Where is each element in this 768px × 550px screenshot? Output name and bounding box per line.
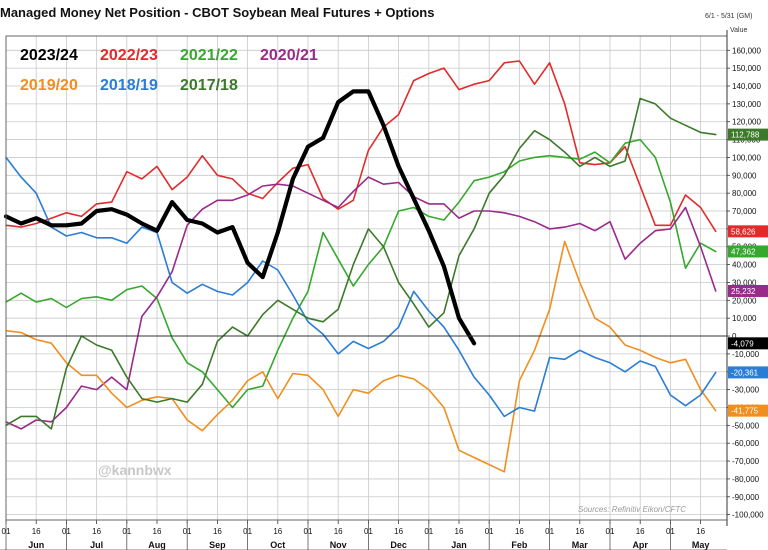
y-tick-label: 40,000 xyxy=(732,261,757,270)
x-tick-label: 16 xyxy=(455,527,464,536)
x-tick-label: 16 xyxy=(273,527,282,536)
end-value-tag-text: 47,362 xyxy=(731,247,756,256)
month-label: Feb xyxy=(511,540,528,550)
x-tick-label: 16 xyxy=(696,527,705,536)
month-label: Dec xyxy=(390,540,407,550)
y-tick-label: 150,000 xyxy=(732,64,761,73)
month-label: Jul xyxy=(90,540,103,550)
legend-entry-2021-22: 2021/22 xyxy=(180,47,238,64)
y-tick-label: 90,000 xyxy=(732,171,757,180)
y-tick-label: 70,000 xyxy=(732,207,757,216)
y-tick-label: 0 xyxy=(732,332,737,341)
series-line-2022-23 xyxy=(5,60,717,233)
y-tick-label: -50,000 xyxy=(732,421,760,430)
end-value-tag-2023-24: -4,079 xyxy=(728,337,768,350)
y-tick-label: 80,000 xyxy=(732,189,757,198)
end-value-tag-text: 112,788 xyxy=(731,131,760,140)
end-value-tag-2018-19: -20,361 xyxy=(728,366,768,379)
x-tick-label: 16 xyxy=(575,527,584,536)
y-tick-label: 160,000 xyxy=(732,46,761,55)
y-tick-label: 10,000 xyxy=(732,314,757,323)
x-tick-label: 16 xyxy=(213,527,222,536)
x-tick-label: 16 xyxy=(636,527,645,536)
end-value-tag-bg xyxy=(728,337,768,350)
end-value-tag-2019-20: -41,775 xyxy=(728,404,768,417)
source-note: Sources: Refinitiv Eikon/CFTC xyxy=(578,505,686,514)
end-value-tag-bg xyxy=(728,404,768,417)
y-tick-label: -30,000 xyxy=(732,386,760,395)
x-tick-label: 16 xyxy=(153,527,162,536)
x-tick-label: 16 xyxy=(515,527,524,536)
month-label: Jan xyxy=(451,540,467,550)
end-value-tag-text: -4,079 xyxy=(731,339,754,348)
end-value-tag-bg xyxy=(728,128,768,141)
end-value-tag-bg xyxy=(728,225,768,238)
month-label: Sep xyxy=(209,540,226,550)
series-line-2017-18 xyxy=(5,97,717,430)
legend-entry-2023-24: 2023/24 xyxy=(20,47,78,64)
end-value-tag-2017-18: 112,788 xyxy=(728,128,768,141)
series-line-2018-19 xyxy=(5,156,717,418)
legend-entry-2017-18: 2017/18 xyxy=(180,77,238,94)
end-value-tag-2020-21: 25,232 xyxy=(728,284,768,297)
y-tick-label: 100,000 xyxy=(732,153,761,162)
y-tick-label: 120,000 xyxy=(732,118,761,127)
y-tick-label: -90,000 xyxy=(732,493,760,502)
end-value-tag-2022-23: 58,626 xyxy=(728,225,768,238)
x-tick-label: 16 xyxy=(334,527,343,536)
end-value-tag-text: -20,361 xyxy=(731,368,759,377)
legend-entry-2018-19: 2018/19 xyxy=(100,77,158,94)
x-tick-label: 16 xyxy=(32,527,41,536)
y-tick-label: -60,000 xyxy=(732,439,760,448)
series-line-2020-21 xyxy=(5,176,717,430)
y-tick-label: 130,000 xyxy=(732,100,761,109)
y-tick-label: 20,000 xyxy=(732,296,757,305)
legend-entry-2019-20: 2019/20 xyxy=(20,77,78,94)
end-value-tag-bg xyxy=(728,366,768,379)
month-label: Nov xyxy=(330,540,347,550)
legend-entry-2020-21: 2020/21 xyxy=(260,47,318,64)
end-value-tag-bg xyxy=(728,245,768,258)
y-tick-label: -70,000 xyxy=(732,457,760,466)
end-value-tag-text: 58,626 xyxy=(731,227,756,236)
end-value-tag-2021-22: 47,362 xyxy=(728,245,768,258)
y-tick-label: 140,000 xyxy=(732,82,761,91)
watermark: @kannbwx xyxy=(98,462,172,478)
end-value-tag-bg xyxy=(728,284,768,297)
y-tick-label: -80,000 xyxy=(732,475,760,484)
end-value-tag-text: -41,775 xyxy=(731,407,759,416)
month-label: Aug xyxy=(148,540,166,550)
y-tick-label: 30,000 xyxy=(732,278,757,287)
series-line-2021-22 xyxy=(5,138,717,409)
series-line-2023-24 xyxy=(3,89,477,346)
end-value-tag-text: 25,232 xyxy=(731,287,756,296)
month-label: Mar xyxy=(572,540,589,550)
y-axis-label: Value xyxy=(730,27,747,34)
legend-entry-2022-23: 2022/23 xyxy=(100,47,158,64)
month-label: Oct xyxy=(270,540,285,550)
x-tick-label: 16 xyxy=(92,527,101,536)
date-range: 6/1 - 5/31 (GM) xyxy=(705,13,752,20)
month-label: Jun xyxy=(28,540,44,550)
y-tick-label: -100,000 xyxy=(732,511,764,520)
y-tick-label: -10,000 xyxy=(732,350,760,359)
chart-title: Managed Money Net Position - CBOT Soybea… xyxy=(0,5,434,20)
month-label: Apr xyxy=(632,540,648,550)
series-line-2019-20 xyxy=(5,240,717,473)
month-label: May xyxy=(692,540,710,550)
x-tick-label: 16 xyxy=(394,527,403,536)
